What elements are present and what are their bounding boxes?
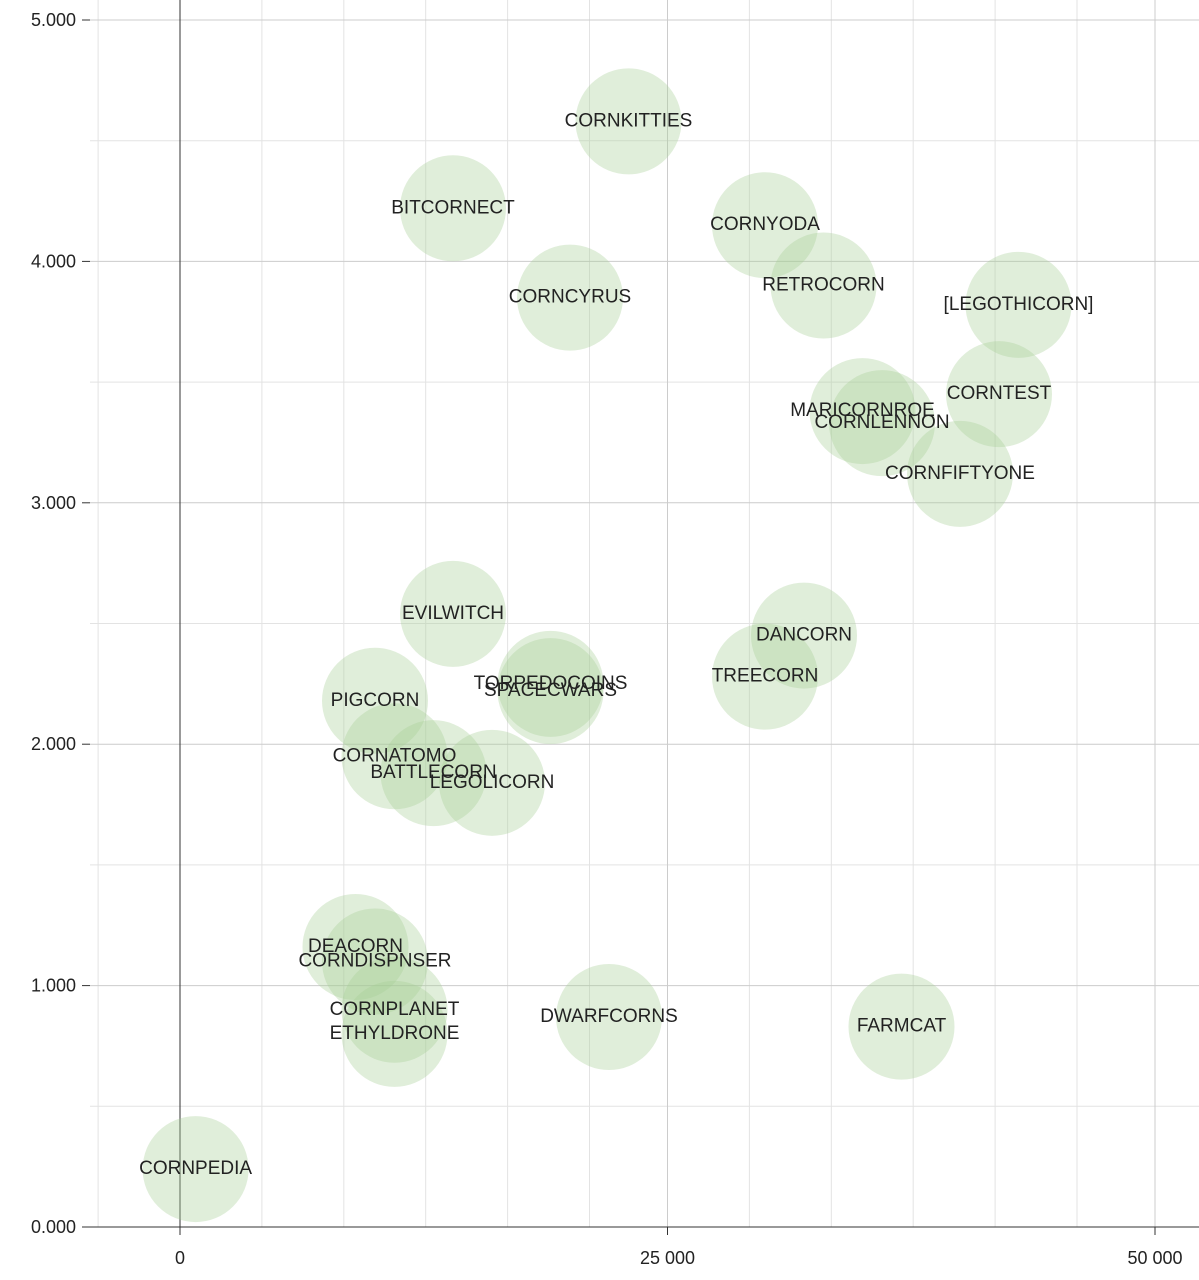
data-point-label: CORNPLANET <box>330 999 460 1020</box>
data-point-bubble <box>517 244 623 351</box>
data-point-bubble <box>341 956 448 1063</box>
data-point-label: CORNFIFTYONE <box>885 463 1035 484</box>
data-point-label: CORNCYRUS <box>509 287 631 308</box>
data-point-label: RETROCORN <box>762 275 884 296</box>
y-tick-label: 5.000 <box>31 10 76 30</box>
data-point-bubble <box>322 647 428 754</box>
data-point-label: CORNTEST <box>947 383 1052 404</box>
data-point-label: DWARFCORNS <box>540 1006 678 1027</box>
data-point-label: TREECORN <box>712 666 819 687</box>
data-point-bubble <box>712 623 818 730</box>
data-point-bubble <box>907 420 1013 527</box>
y-tick-label: 4.000 <box>31 251 76 271</box>
y-tick-label: 3.000 <box>31 493 76 513</box>
data-point-bubble <box>965 251 1072 358</box>
data-point-label: CORNATOMO <box>333 745 457 766</box>
data-point-bubble <box>341 703 448 810</box>
y-tick-label: 0.000 <box>31 1217 76 1237</box>
bubble-labels: CORNKITTIES BITCORNECT CORNYODA CORNCYRUS RE… <box>139 110 1093 1179</box>
data-point-label: SPACECWARS <box>484 680 617 701</box>
data-point-label: MARICORNROE <box>790 400 935 421</box>
data-point-bubble <box>380 720 487 827</box>
data-point-label: BATTLECORN <box>370 762 496 783</box>
data-point-bubble <box>497 630 604 737</box>
y-tick-label: 2.000 <box>31 734 76 754</box>
data-point-bubble <box>400 560 506 667</box>
data-point-label: DEACORN <box>308 936 403 957</box>
data-point-label: BITCORNECT <box>391 197 515 218</box>
data-point-label: EVILWITCH <box>402 603 504 624</box>
grid <box>90 0 1199 1227</box>
x-tick-label: 0 <box>175 1248 185 1268</box>
data-point-label: FARMCAT <box>857 1016 947 1037</box>
data-point-label: CORNYODA <box>710 214 820 235</box>
data-point-bubble <box>400 155 506 262</box>
data-point-label: ETHYLDRONE <box>330 1023 460 1044</box>
data-point-bubble <box>302 893 409 1000</box>
data-point-bubble <box>341 980 448 1087</box>
data-point-bubble <box>751 582 857 689</box>
x-tick-label: 50 000 <box>1127 1248 1182 1268</box>
data-point-bubble <box>770 232 877 339</box>
data-point-label: CORNDISPNSER <box>298 950 451 971</box>
data-point-label: CORNKITTIES <box>565 110 693 131</box>
data-point-bubble <box>575 68 682 175</box>
data-point-label: CORNLENNON <box>814 412 949 433</box>
data-point-label: CORNPEDIA <box>139 1158 252 1179</box>
axes: 0 25 000 50 000 0.000 1.000 2.000 3.000 4.000 5.… <box>31 0 1199 1268</box>
data-point-label: TORPEDOCOINS <box>474 673 628 694</box>
data-point-bubble <box>829 370 935 477</box>
data-point-bubble <box>497 638 604 745</box>
data-point-label: LEGOLICORN <box>430 772 555 793</box>
data-point-label: PIGCORN <box>331 690 420 711</box>
data-point-bubble <box>439 729 545 836</box>
data-point-bubble <box>556 963 662 1070</box>
data-point-label: [LEGOTHICORN] <box>944 294 1094 315</box>
data-point-bubble <box>322 908 428 1015</box>
data-point-bubble <box>809 358 916 465</box>
data-point-label: DANCORN <box>756 625 852 646</box>
y-tick-label: 1.000 <box>31 976 76 996</box>
data-point-bubble <box>712 172 818 279</box>
data-point-bubble <box>142 1116 249 1223</box>
data-point-bubble <box>946 341 1052 448</box>
bubbles <box>142 68 1072 1223</box>
data-point-bubble <box>848 973 955 1080</box>
x-tick-label: 25 000 <box>640 1248 695 1268</box>
